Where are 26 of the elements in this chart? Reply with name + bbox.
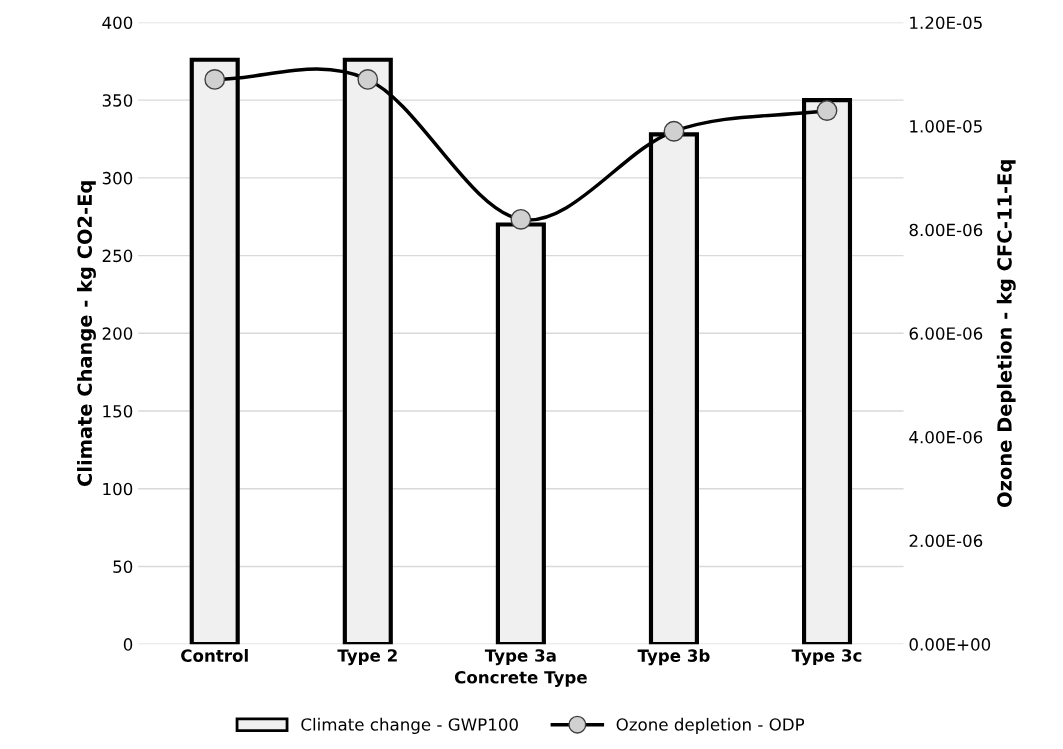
x-axis-title: Concrete Type: [454, 670, 587, 687]
y2-tick-label: 6.00E-06: [909, 327, 983, 340]
y2-tick-label: 8.00E-06: [909, 223, 983, 237]
y-tick-label: 350: [102, 94, 133, 107]
y2-tick-label: 4.00E-06: [909, 430, 983, 444]
x-tick-label: Type 3b: [637, 649, 710, 666]
y-tick-label: 250: [102, 249, 133, 263]
y-tick-label: 50: [113, 560, 133, 573]
y-tick-label: 150: [103, 404, 133, 418]
y-tick-label: 400: [102, 16, 133, 30]
legend-label: Ozone depletion - ODP: [616, 717, 805, 734]
y-tick-label: 300: [102, 171, 133, 185]
y-tick-label: 200: [102, 327, 133, 340]
y-tick-label: 0: [123, 638, 133, 651]
y2-tick-label: 1.20E-05: [910, 16, 982, 30]
y2-tick-label: 2.00E-06: [909, 534, 983, 548]
x-tick-label: Control: [181, 649, 248, 662]
x-tick-label: Type 3a: [484, 649, 556, 666]
legend-label: Climate change - GWP100: [301, 717, 518, 734]
y-axis-title: Climate Change - kg CO2-Eq: [76, 181, 96, 486]
y-tick-label: 100: [103, 482, 133, 496]
x-tick-label: Type 3c: [791, 649, 862, 666]
y2-tick-label: 1.00E-05: [910, 120, 982, 133]
y2-axis-title: Ozone Depletion - kg CFC-11-Eq: [996, 160, 1016, 507]
x-tick-label: Type 2: [337, 649, 397, 666]
y2-tick-label: 0.00E+00: [909, 638, 991, 651]
